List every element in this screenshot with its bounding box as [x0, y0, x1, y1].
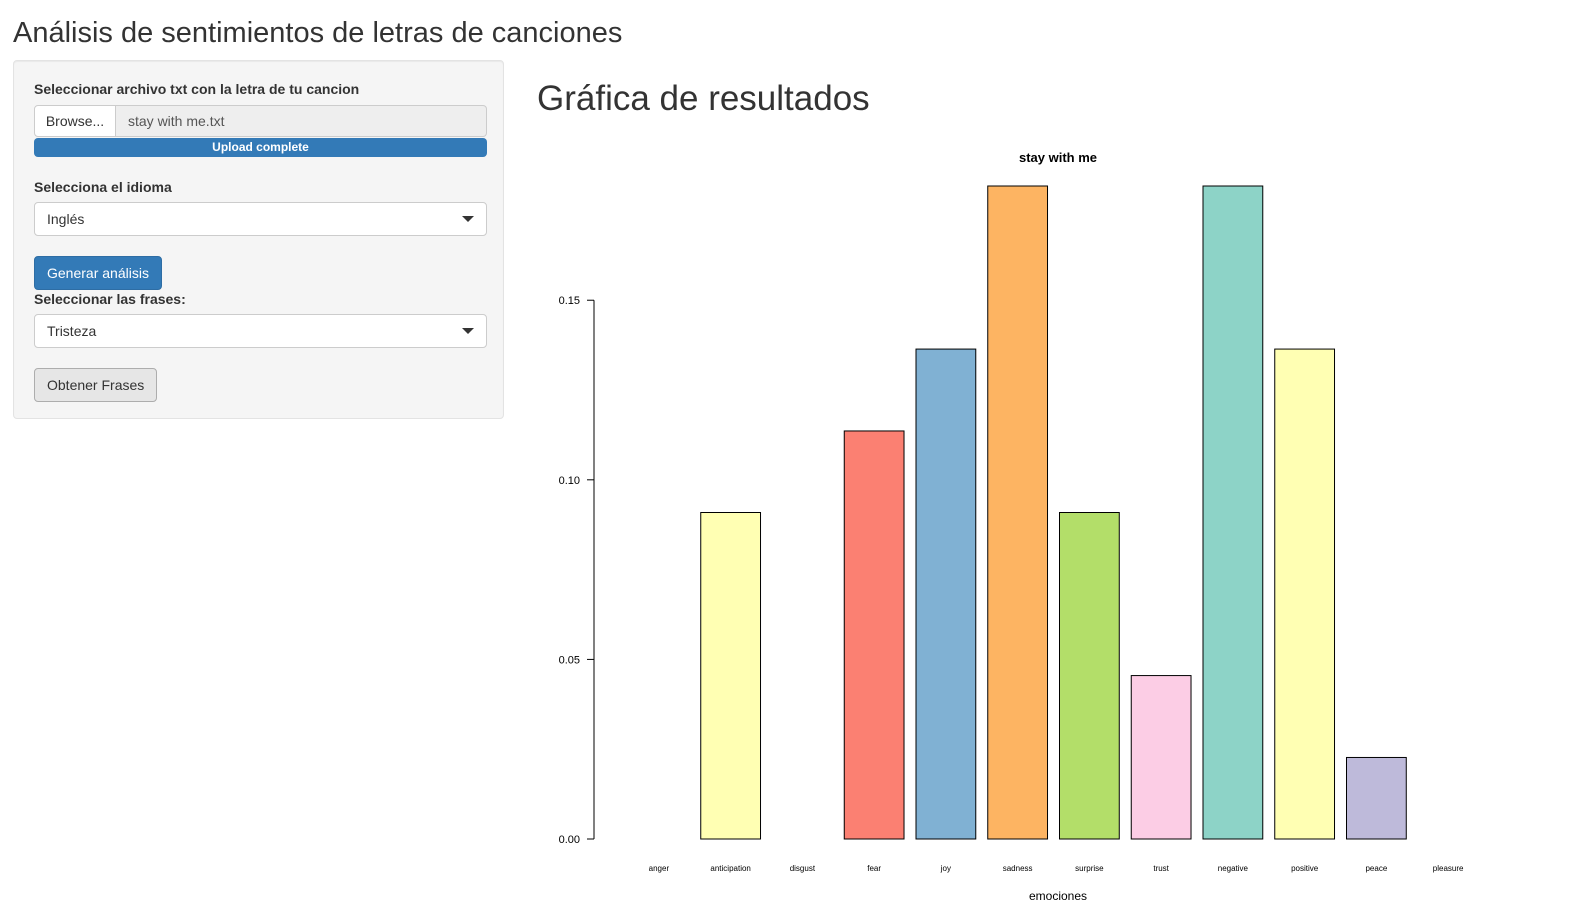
- x-axis-label: emociones: [1029, 889, 1087, 903]
- y-tick-label: 0.05: [559, 654, 580, 666]
- y-axis: 0.00 0.05 0.10 0.15: [559, 295, 595, 846]
- y-tick-label: 0.00: [559, 834, 580, 846]
- file-input-label: Seleccionar archivo txt con la letra de …: [34, 81, 360, 97]
- bar-anticipation: [700, 512, 762, 840]
- chevron-down-icon: [462, 216, 474, 222]
- chart-title: stay with me: [1019, 150, 1097, 165]
- x-tick-label: trust: [1153, 864, 1169, 873]
- file-input: Browse... stay with me.txt: [34, 105, 487, 137]
- sidebar-panel: Seleccionar archivo txt con la letra de …: [13, 60, 504, 419]
- upload-progress-bar: Upload complete: [34, 138, 487, 157]
- upload-progress: Upload complete: [34, 138, 487, 157]
- phrases-select[interactable]: Tristeza: [34, 314, 487, 348]
- bars-group: [700, 185, 1407, 840]
- x-tick-label: negative: [1218, 864, 1249, 873]
- phrases-label: Seleccionar las frases:: [34, 291, 186, 307]
- bar-fear: [843, 430, 905, 840]
- bar-positive: [1274, 348, 1336, 840]
- file-name-field[interactable]: stay with me.txt: [116, 105, 487, 137]
- x-tick-label: joy: [940, 864, 951, 873]
- phrases-select-value: Tristeza: [47, 323, 97, 339]
- x-tick-label: fear: [867, 864, 881, 873]
- browse-button[interactable]: Browse...: [34, 105, 116, 137]
- bar-negative: [1202, 185, 1264, 840]
- chevron-down-icon: [462, 328, 474, 334]
- x-tick-label: peace: [1365, 864, 1387, 873]
- x-tick-label: disgust: [790, 864, 816, 873]
- x-tick-label: sadness: [1003, 864, 1033, 873]
- bar-peace: [1346, 756, 1407, 840]
- language-select[interactable]: Inglés: [34, 202, 487, 236]
- app-title: Análisis de sentimientos de letras de ca…: [13, 17, 623, 49]
- x-tick-label: positive: [1291, 864, 1319, 873]
- get-phrases-button[interactable]: Obtener Frases: [34, 368, 158, 402]
- y-tick-label: 0.15: [559, 295, 580, 307]
- bar-sadness: [987, 185, 1049, 840]
- x-tick-label: pleasure: [1433, 864, 1464, 873]
- x-tick-label: surprise: [1075, 864, 1104, 873]
- results-title: Gráfica de resultados: [537, 79, 870, 118]
- x-tick-label: anger: [649, 864, 670, 873]
- language-select-value: Inglés: [47, 211, 85, 227]
- bar-trust: [1130, 675, 1192, 840]
- x-axis-labels: anger anticipation disgust fear joy sadness su…: [649, 864, 1464, 873]
- generate-analysis-button[interactable]: Generar análisis: [34, 256, 162, 290]
- language-label: Selecciona el idioma: [34, 179, 172, 195]
- bar-surprise: [1059, 512, 1120, 840]
- y-tick-label: 0.10: [559, 475, 580, 487]
- bar-joy: [915, 348, 977, 840]
- emotions-bar-chart: stay with me 0.00 0.05 0.10 0.15 anger antic…: [559, 150, 1464, 903]
- x-tick-label: anticipation: [710, 864, 750, 873]
